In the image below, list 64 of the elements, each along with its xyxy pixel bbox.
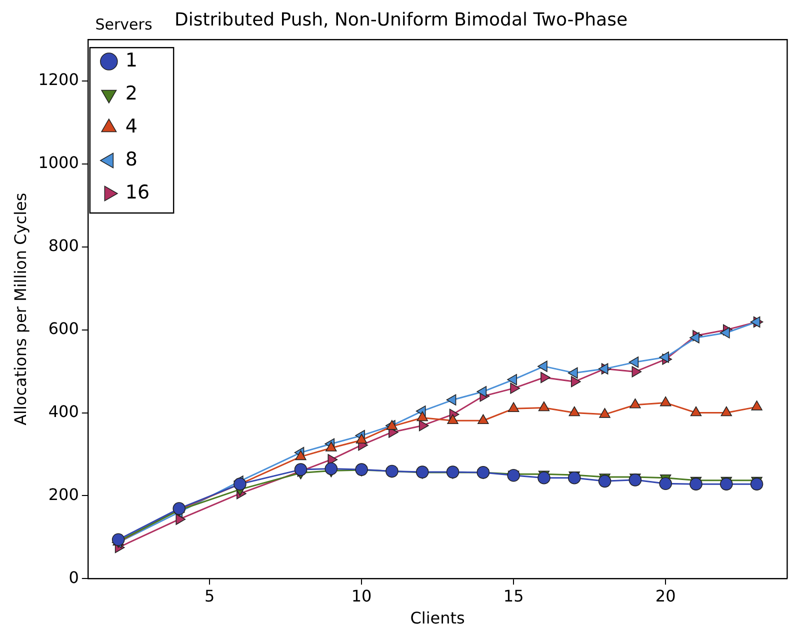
point [538, 471, 550, 484]
point [628, 356, 639, 368]
point [324, 462, 338, 476]
legend-label: 8 [125, 148, 138, 170]
point [508, 402, 520, 412]
point [570, 376, 581, 388]
point [356, 434, 368, 444]
point [538, 401, 550, 412]
y-tick-label: 1200 [38, 70, 79, 90]
x-tick-label: 10 [351, 586, 372, 606]
point [447, 414, 458, 424]
point [751, 400, 762, 410]
point [416, 411, 428, 422]
point [720, 327, 730, 338]
legend-label: 2 [125, 82, 138, 104]
point [568, 471, 581, 484]
x-tick-label: 20 [655, 586, 676, 606]
legend-title: Servers [95, 15, 152, 34]
point [476, 466, 490, 479]
point [598, 363, 608, 374]
chart-title: Distributed Push, Non-Uniform Bimodal Two-Phase [174, 9, 628, 30]
point [750, 316, 760, 328]
point [630, 398, 641, 408]
point [568, 406, 580, 416]
point [446, 466, 460, 478]
point [720, 406, 732, 416]
y-tick-label: 0 [68, 568, 79, 587]
point [690, 478, 702, 490]
y-tick-label: 400 [48, 402, 79, 421]
legend-label: 1 [125, 49, 138, 72]
point [295, 450, 306, 460]
point [386, 464, 398, 478]
point [720, 478, 733, 490]
y-tick-label: 800 [48, 236, 79, 256]
point [355, 463, 368, 476]
point [416, 466, 429, 478]
y-tick-label: 200 [48, 484, 79, 504]
y-tick-label: 1000 [38, 153, 79, 172]
legend-label: 16 [125, 181, 150, 204]
y-tick-label: 600 [48, 318, 79, 338]
point [386, 420, 398, 430]
point [598, 474, 612, 488]
point [690, 332, 700, 344]
point [476, 386, 487, 398]
point [538, 360, 548, 372]
point [750, 478, 764, 490]
point [599, 408, 610, 418]
point [176, 514, 186, 525]
point [294, 463, 308, 476]
point [326, 442, 337, 452]
y-axis-title: Allocations per Million Cycles [10, 192, 30, 426]
point [659, 477, 672, 490]
x-axis-title: Clients [410, 608, 465, 628]
x-tick-label: 5 [204, 586, 215, 606]
point [418, 420, 429, 432]
point [628, 474, 642, 486]
x-tick-label: 15 [503, 586, 524, 606]
point [660, 396, 672, 406]
point [510, 382, 520, 394]
point [478, 414, 489, 424]
point [690, 406, 702, 416]
point [234, 478, 246, 490]
point [659, 352, 669, 363]
legend-label: 4 [125, 115, 138, 138]
